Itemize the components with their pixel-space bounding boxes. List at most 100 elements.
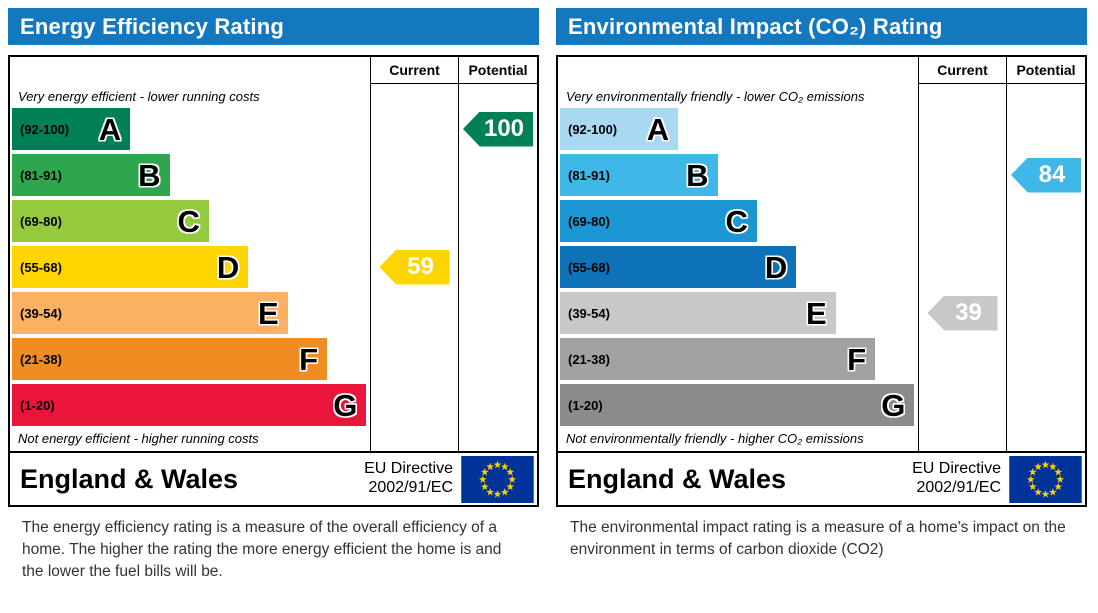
band-row: (69-80) C	[10, 198, 370, 244]
band-row: (21-38) F	[558, 336, 918, 382]
band-bar-F: (21-38) F	[12, 338, 328, 380]
band-letter: A	[646, 111, 670, 147]
band-bar-D: (55-68) D	[560, 246, 797, 288]
band-bar-A: (92-100) A	[12, 108, 131, 150]
current-column-cell	[370, 336, 458, 382]
current-column-cell: 59	[370, 244, 458, 290]
band-letter: B	[138, 157, 161, 193]
band-bar-E: (39-54) E	[560, 292, 836, 334]
band-row: (21-38) F	[10, 336, 370, 382]
potential-column-cell	[1006, 244, 1085, 290]
current-rating-arrow: 39	[927, 295, 998, 331]
band-range: (55-68)	[20, 259, 62, 275]
current-column-cell	[370, 84, 458, 106]
potential-column-cell	[1006, 336, 1085, 382]
top-caption: Very energy efficient - lower running co…	[18, 89, 260, 104]
band-range: (1-20)	[20, 397, 55, 413]
band-letter: D	[764, 249, 788, 285]
energy-chart-frame: Current Potential Very energy efficient - …	[8, 55, 539, 507]
potential-column-cell	[1006, 428, 1085, 451]
band-range: (21-38)	[20, 351, 62, 367]
eu-directive-line1: EU Directive	[364, 460, 453, 478]
band-bar-G: (1-20) G	[560, 384, 915, 426]
potential-column-cell	[458, 244, 537, 290]
potential-column-cell	[458, 382, 537, 428]
potential-column-cell	[458, 428, 537, 451]
current-column-cell	[918, 106, 1006, 152]
potential-column-cell	[458, 336, 537, 382]
potential-column-cell: 100	[458, 106, 537, 152]
band-bar-C: (69-80) C	[560, 200, 757, 242]
band-letter: B	[686, 157, 709, 193]
environmental-impact-section: Environmental Impact (CO₂) Rating Curren…	[556, 8, 1087, 583]
band-range: (1-20)	[568, 397, 603, 413]
potential-column-cell	[458, 290, 537, 336]
bottom-caption: Not environmentally friendly - higher CO…	[566, 431, 864, 446]
band-letter: G	[333, 387, 358, 423]
current-column-cell	[370, 428, 458, 451]
environmental-chart-frame: Current Potential Very environmentally fri…	[556, 55, 1087, 507]
current-column-cell	[918, 382, 1006, 428]
current-column-cell	[918, 244, 1006, 290]
band-letter: F	[299, 341, 319, 377]
band-row: (1-20) G	[10, 382, 370, 428]
eu-directive-line2: 2002/91/EC	[368, 479, 453, 496]
potential-column-cell	[458, 84, 537, 106]
current-column-cell	[918, 198, 1006, 244]
band-row: (69-80) C	[558, 198, 918, 244]
band-range: (39-54)	[20, 305, 62, 321]
current-column-cell	[370, 106, 458, 152]
current-column-cell	[370, 382, 458, 428]
energy-chart-title: Energy Efficiency Rating	[8, 8, 539, 45]
band-letter: G	[881, 387, 906, 423]
current-column-cell	[918, 84, 1006, 106]
table-corner	[10, 57, 370, 84]
band-row: (81-91) B	[558, 152, 918, 198]
bottom-caption: Not energy efficient - higher running co…	[18, 431, 259, 446]
potential-column-cell	[458, 152, 537, 198]
potential-column-cell	[1006, 84, 1085, 106]
band-row: (55-68) D	[558, 244, 918, 290]
band-letter: E	[805, 295, 827, 331]
rating-value: 59	[407, 253, 434, 280]
epc-rating-charts: Energy Efficiency Rating Current Potentia…	[8, 8, 1087, 583]
potential-column-cell	[458, 198, 537, 244]
energy-efficiency-section: Energy Efficiency Rating Current Potentia…	[8, 8, 539, 583]
energy-chart-table: Current Potential Very energy efficient - …	[10, 57, 537, 451]
band-range: (69-80)	[20, 213, 62, 229]
environmental-chart-table: Current Potential Very environmentally fri…	[558, 57, 1085, 451]
band-letter: D	[216, 249, 240, 285]
band-range: (92-100)	[568, 121, 618, 137]
current-column-cell: 39	[918, 290, 1006, 336]
band-bar-B: (81-91) B	[560, 154, 718, 196]
band-bar-G: (1-20) G	[12, 384, 367, 426]
top-caption: Very environmentally friendly - lower CO…	[566, 89, 865, 104]
eu-directive-label: EU Directive 2002/91/EC	[364, 460, 453, 498]
eu-flag-icon	[461, 455, 534, 503]
band-row: (81-91) B	[10, 152, 370, 198]
band-bar-D: (55-68) D	[12, 246, 249, 288]
potential-column-cell: 84	[1006, 152, 1085, 198]
region-label: England & Wales	[20, 463, 239, 494]
band-range: (81-91)	[568, 167, 610, 183]
band-letter: C	[725, 203, 748, 239]
band-letter: F	[847, 341, 867, 377]
band-bar-F: (21-38) F	[560, 338, 876, 380]
band-range: (81-91)	[20, 167, 62, 183]
band-range: (69-80)	[568, 213, 610, 229]
band-row: (92-100) A	[10, 106, 370, 152]
band-bar-B: (81-91) B	[12, 154, 170, 196]
potential-rating-arrow: 84	[1011, 157, 1081, 193]
eu-flag-icon	[1009, 455, 1082, 503]
current-column-cell	[370, 290, 458, 336]
environmental-chart-footer: England & Wales EU Directive 2002/91/EC	[558, 451, 1085, 505]
eu-directive-label: EU Directive 2002/91/EC	[912, 460, 1001, 498]
eu-directive-line1: EU Directive	[912, 460, 1001, 478]
energy-description: The energy efficiency rating is a measur…	[22, 519, 502, 580]
current-column-header: Current	[918, 57, 1006, 84]
rating-value: 39	[955, 299, 982, 326]
potential-column-header: Potential	[1006, 57, 1085, 84]
potential-rating-arrow: 100	[463, 111, 533, 147]
current-column-cell	[918, 152, 1006, 198]
rating-value: 84	[1038, 161, 1066, 188]
